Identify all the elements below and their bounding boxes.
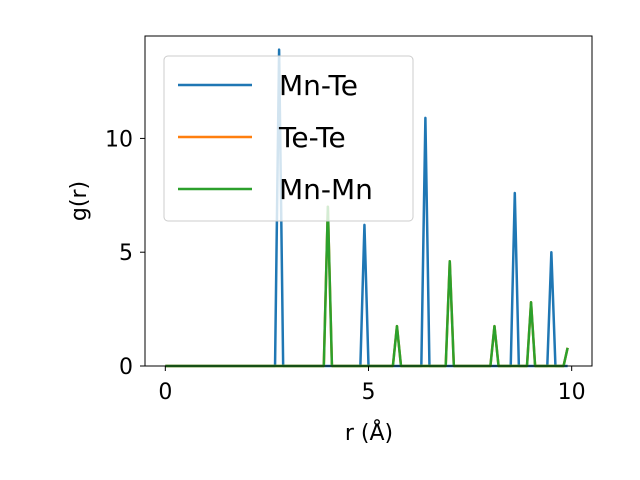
x-tick-label-1: 5 [362,380,376,405]
legend: Mn-Te Te-Te Mn-Mn [163,55,414,222]
series-layer [165,48,569,368]
y-tick-label-1: 5 [119,241,133,266]
series-line-2 [165,205,569,368]
x-tick-label-2: 10 [558,380,586,405]
y-tick-label-2: 10 [105,127,133,152]
y-tick-label-0: 0 [119,355,133,380]
x-axis-label: r (Å) [345,419,393,446]
legend-box [163,55,414,222]
legend-label-0: Mn-Te [279,69,358,102]
legend-label-2: Mn-Mn [279,173,373,206]
series-line-0 [165,48,568,368]
legend-label-1: Te-Te [278,121,346,154]
y-axis-label: g(r) [67,181,92,221]
axes-layer: 0 5 10 0 5 10 [105,35,593,405]
x-tick-label-0: 0 [158,380,172,405]
